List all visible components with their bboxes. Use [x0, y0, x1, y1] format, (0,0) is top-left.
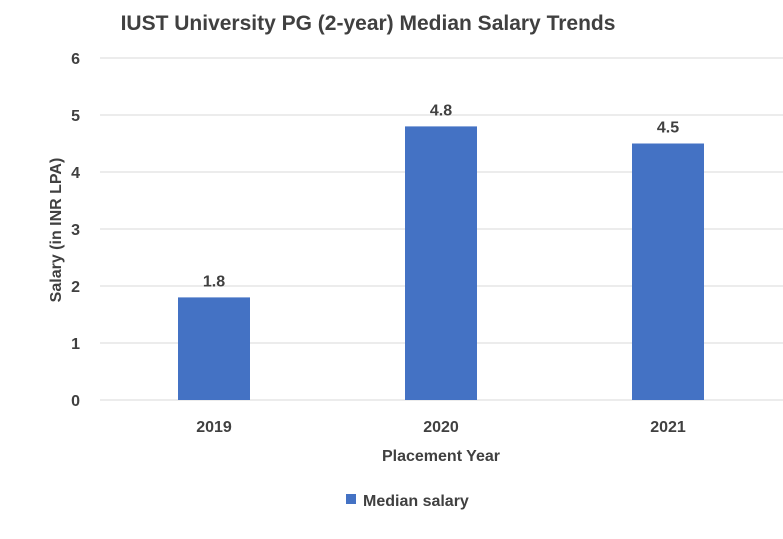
y-tick-label: 2 — [71, 279, 80, 296]
x-tick-label: 2021 — [650, 419, 686, 436]
data-label: 4.5 — [657, 120, 679, 137]
y-tick-label: 3 — [71, 222, 80, 239]
bar-2021 — [632, 143, 704, 400]
x-axis-label: Placement Year — [382, 448, 500, 465]
data-label: 1.8 — [203, 273, 225, 290]
bar-2020 — [405, 126, 477, 401]
y-tick-label: 4 — [71, 165, 80, 182]
y-axis-label: Salary (in INR LPA) — [48, 158, 65, 303]
y-tick-label: 5 — [71, 108, 80, 125]
y-tick-label: 0 — [71, 393, 80, 410]
chart-title: IUST University PG (2-year) Median Salar… — [121, 12, 616, 35]
data-label: 4.8 — [430, 102, 452, 119]
y-tick-label: 6 — [71, 51, 80, 68]
legend-swatch — [346, 494, 356, 504]
y-tick-label: 1 — [71, 336, 80, 353]
legend-label: Median salary — [363, 493, 469, 510]
bar-2019 — [178, 297, 250, 400]
x-tick-label: 2019 — [196, 419, 232, 436]
x-tick-label: 2020 — [423, 419, 459, 436]
